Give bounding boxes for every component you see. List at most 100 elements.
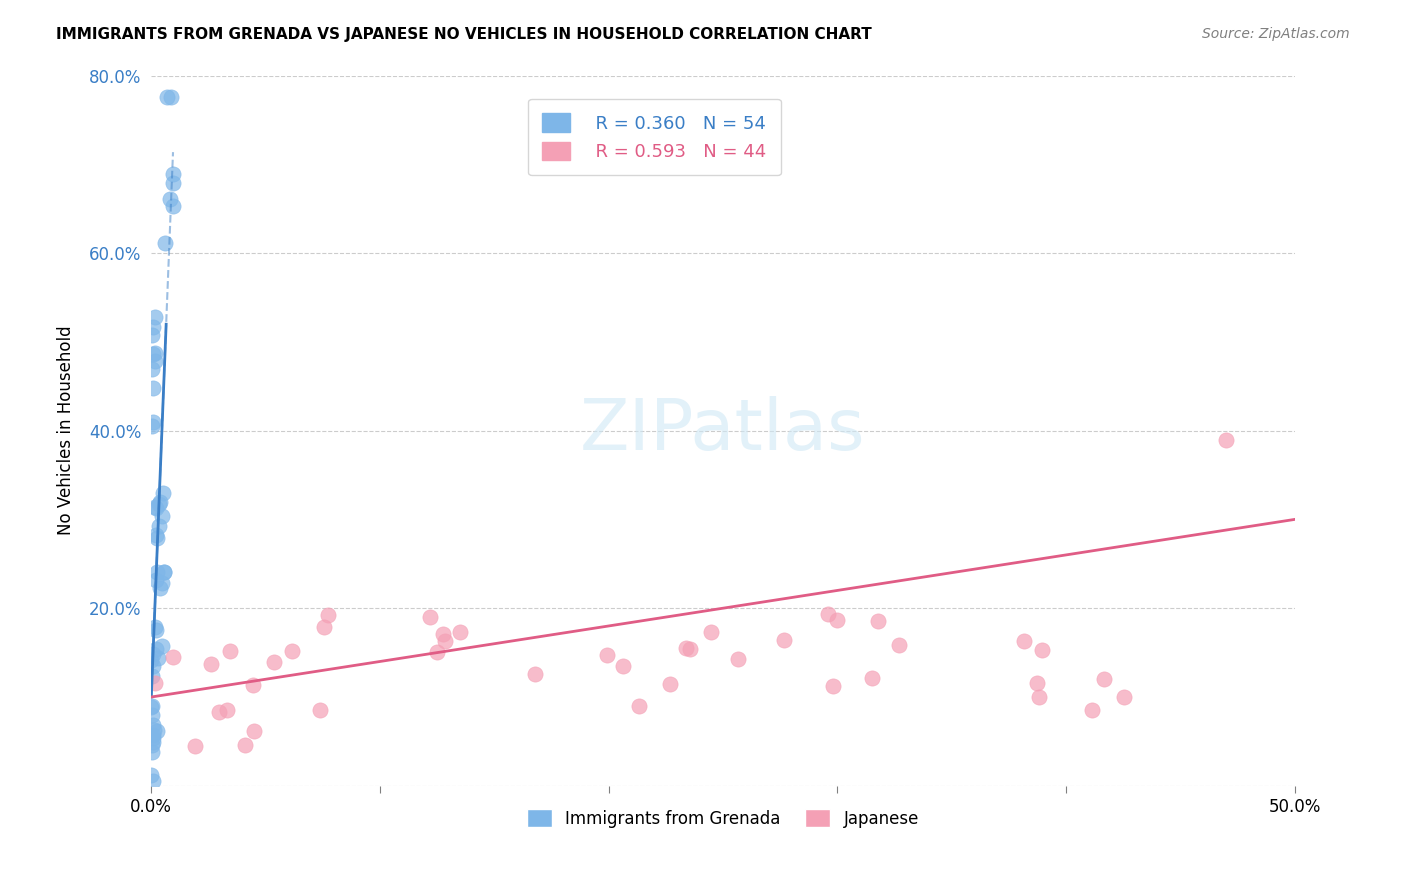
Point [145,642,167,657]
Point [142,346,165,360]
Point [145,531,167,545]
Point [145,623,167,637]
Point [679,641,702,656]
Point [146,565,169,579]
Point [1028,690,1050,705]
Point [155,235,177,250]
Point [860,671,883,685]
Point [152,566,174,580]
Point [627,698,650,713]
Point [159,192,181,206]
Point [142,735,165,749]
Point [141,745,163,759]
Point [596,648,619,663]
Point [153,565,176,579]
Point [143,723,166,737]
Point [449,625,471,640]
Point [150,575,173,590]
Point [432,627,454,641]
Point [1080,703,1102,717]
Point [219,644,242,658]
Point [141,768,163,782]
Point [183,739,205,753]
Point [143,500,166,514]
Point [825,613,848,627]
Point [148,519,170,533]
Point [142,381,165,395]
Point [141,700,163,714]
Point [142,731,165,746]
Point [141,328,163,343]
Legend: Immigrants from Grenada, Japanese: Immigrants from Grenada, Japanese [520,803,925,834]
Point [150,639,173,653]
Point [143,620,166,634]
Point [152,486,174,500]
Point [312,620,335,634]
Point [143,310,166,324]
Point [1215,433,1237,447]
Point [419,610,441,624]
Point [1012,633,1035,648]
Point [281,644,304,658]
Point [156,90,179,104]
Point [143,345,166,359]
Point [659,676,682,690]
Point [142,647,165,661]
Text: Source: ZipAtlas.com: Source: ZipAtlas.com [1202,27,1350,41]
Point [149,581,172,595]
Point [141,418,163,433]
Point [145,500,167,515]
Point [675,640,697,655]
Point [868,614,890,628]
Point [162,176,184,190]
Point [142,718,165,732]
Point [433,634,456,648]
Point [141,361,163,376]
Point [215,703,238,717]
Point [821,679,844,693]
Point [162,199,184,213]
Point [141,738,163,752]
Point [162,167,184,181]
Point [612,658,634,673]
Point [142,773,165,788]
Point [141,669,163,683]
Point [143,354,166,368]
Point [141,707,163,722]
Point [727,651,749,665]
Point [148,497,170,511]
Point [200,657,222,671]
Point [142,728,165,742]
Point [207,705,229,719]
Point [1031,643,1053,657]
Point [233,738,256,752]
Point [141,653,163,667]
Point [149,495,172,509]
Point [145,528,167,542]
Point [773,632,796,647]
Point [524,667,547,681]
Point [142,319,165,334]
Y-axis label: No Vehicles in Household: No Vehicles in Household [58,326,75,535]
Point [146,723,169,738]
Point [150,508,173,523]
Point [426,645,449,659]
Point [1112,690,1135,705]
Point [142,415,165,429]
Point [142,658,165,673]
Point [1094,673,1116,687]
Point [145,676,167,690]
Point [700,624,723,639]
Point [146,650,169,665]
Point [889,638,911,652]
Text: ZIPatlas: ZIPatlas [581,396,866,465]
Point [817,607,839,621]
Point [309,703,332,717]
Point [242,678,264,692]
Point [159,89,181,103]
Point [162,650,184,665]
Point [316,607,339,622]
Point [1025,676,1047,690]
Point [145,573,167,587]
Point [263,655,285,669]
